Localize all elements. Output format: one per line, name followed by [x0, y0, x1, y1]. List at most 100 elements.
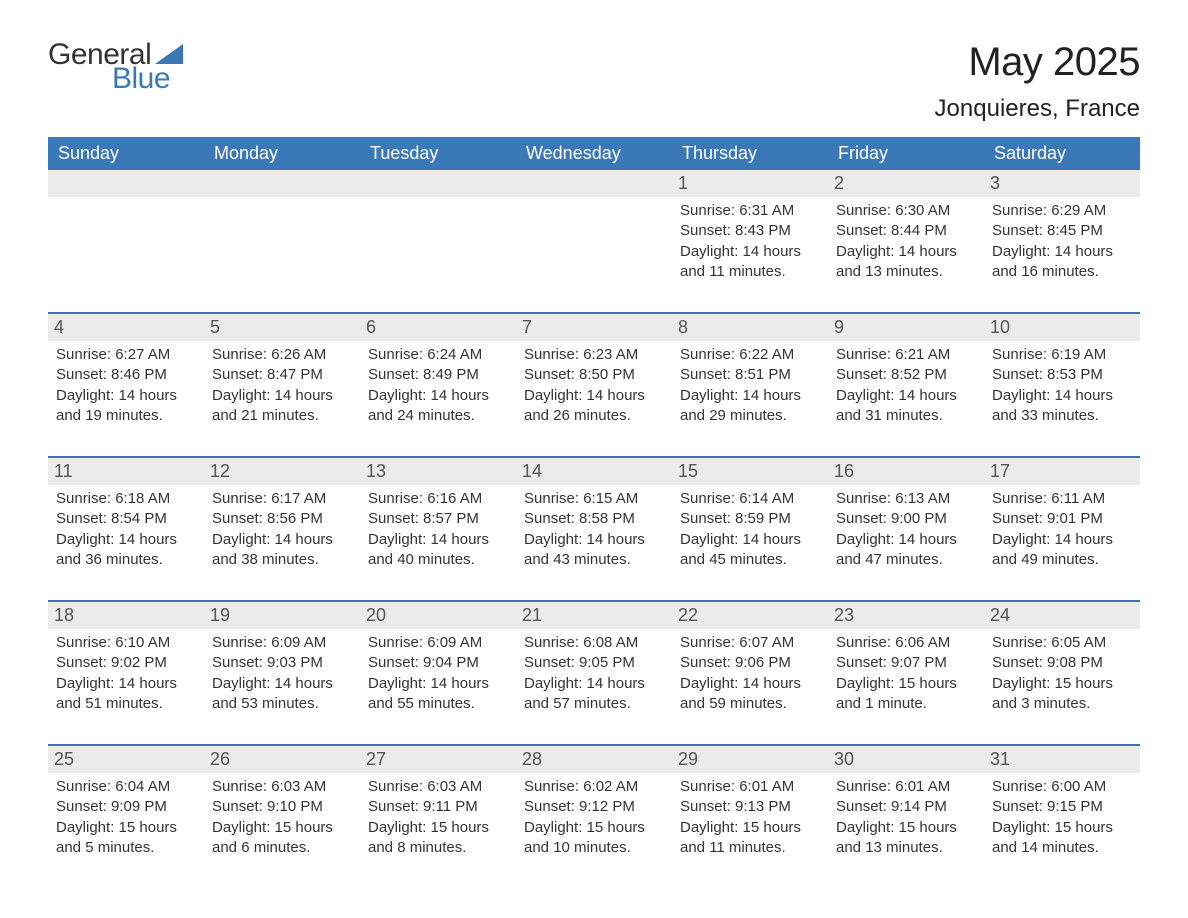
sunrise-text: Sunrise: 6:29 AM	[992, 201, 1134, 221]
day-details: Sunrise: 6:17 AMSunset: 8:56 PMDaylight:…	[210, 489, 354, 570]
day-details: Sunrise: 6:26 AMSunset: 8:47 PMDaylight:…	[210, 345, 354, 426]
location-label: Jonquieres, France	[935, 95, 1140, 123]
day-cell: 3Sunrise: 6:29 AMSunset: 8:45 PMDaylight…	[984, 170, 1140, 288]
day-number: 8	[672, 314, 828, 341]
week-row: 1 Sunrise: 6:31 AMSunset: 8:43 PMDaylight…	[48, 170, 1140, 288]
sunset-text: Sunset: 8:46 PM	[56, 365, 198, 385]
day-cell: 23Sunrise: 6:06 AMSunset: 9:07 PMDayligh…	[828, 602, 984, 720]
day-cell: 25Sunrise: 6:04 AMSunset: 9:09 PMDayligh…	[48, 746, 204, 864]
day-details: Sunrise: 6:30 AMSunset: 8:44 PMDaylight:…	[834, 201, 978, 282]
sunset-text: Sunset: 8:54 PM	[56, 509, 198, 529]
day-number: 29	[672, 746, 828, 773]
weekday-header: Friday	[828, 137, 984, 170]
sunrise-text: Sunrise: 6:00 AM	[992, 777, 1134, 797]
sunrise-text: Sunrise: 6:09 AM	[212, 633, 354, 653]
day-cell: 13Sunrise: 6:16 AMSunset: 8:57 PMDayligh…	[360, 458, 516, 576]
day-cell	[360, 170, 516, 288]
daylight-text: Daylight: 14 hours and 16 minutes.	[992, 242, 1134, 283]
day-details: Sunrise: 6:03 AMSunset: 9:11 PMDaylight:…	[366, 777, 510, 858]
day-details: Sunrise: 6:03 AMSunset: 9:10 PMDaylight:…	[210, 777, 354, 858]
sunrise-text: Sunrise: 6:07 AM	[680, 633, 822, 653]
daylight-text: Daylight: 14 hours and 49 minutes.	[992, 530, 1134, 571]
daylight-text: Daylight: 14 hours and 40 minutes.	[368, 530, 510, 571]
day-number: 2	[828, 170, 984, 197]
day-number: 20	[360, 602, 516, 629]
sunrise-text: Sunrise: 6:17 AM	[212, 489, 354, 509]
day-cell: 7Sunrise: 6:23 AMSunset: 8:50 PMDaylight…	[516, 314, 672, 432]
daylight-text: Daylight: 14 hours and 51 minutes.	[56, 674, 198, 715]
sunset-text: Sunset: 8:44 PM	[836, 221, 978, 241]
day-details: Sunrise: 6:10 AMSunset: 9:02 PMDaylight:…	[54, 633, 198, 714]
daylight-text: Daylight: 15 hours and 13 minutes.	[836, 818, 978, 859]
day-number	[360, 170, 516, 197]
day-details: Sunrise: 6:14 AMSunset: 8:59 PMDaylight:…	[678, 489, 822, 570]
sunrise-text: Sunrise: 6:10 AM	[56, 633, 198, 653]
day-cell	[516, 170, 672, 288]
day-number: 10	[984, 314, 1140, 341]
daylight-text: Daylight: 14 hours and 33 minutes.	[992, 386, 1134, 427]
sunrise-text: Sunrise: 6:23 AM	[524, 345, 666, 365]
day-cell: 27Sunrise: 6:03 AMSunset: 9:11 PMDayligh…	[360, 746, 516, 864]
day-number: 3	[984, 170, 1140, 197]
weekday-header: Monday	[204, 137, 360, 170]
sunrise-text: Sunrise: 6:21 AM	[836, 345, 978, 365]
sunrise-text: Sunrise: 6:24 AM	[368, 345, 510, 365]
sunset-text: Sunset: 8:53 PM	[992, 365, 1134, 385]
day-details: Sunrise: 6:00 AMSunset: 9:15 PMDaylight:…	[990, 777, 1134, 858]
day-details: Sunrise: 6:18 AMSunset: 8:54 PMDaylight:…	[54, 489, 198, 570]
day-details: Sunrise: 6:05 AMSunset: 9:08 PMDaylight:…	[990, 633, 1134, 714]
sunset-text: Sunset: 9:12 PM	[524, 797, 666, 817]
sunrise-text: Sunrise: 6:19 AM	[992, 345, 1134, 365]
daylight-text: Daylight: 14 hours and 45 minutes.	[680, 530, 822, 571]
daylight-text: Daylight: 14 hours and 31 minutes.	[836, 386, 978, 427]
day-cell: 20Sunrise: 6:09 AMSunset: 9:04 PMDayligh…	[360, 602, 516, 720]
day-details: Sunrise: 6:24 AMSunset: 8:49 PMDaylight:…	[366, 345, 510, 426]
weekday-header: Sunday	[48, 137, 204, 170]
day-number: 1	[672, 170, 828, 197]
day-cell: 12 Sunrise: 6:17 AMSunset: 8:56 PMDayligh…	[204, 458, 360, 576]
day-details: Sunrise: 6:23 AMSunset: 8:50 PMDaylight:…	[522, 345, 666, 426]
day-details: Sunrise: 6:15 AMSunset: 8:58 PMDaylight:…	[522, 489, 666, 570]
sunset-text: Sunset: 9:14 PM	[836, 797, 978, 817]
sunset-text: Sunset: 9:01 PM	[992, 509, 1134, 529]
day-details: Sunrise: 6:08 AMSunset: 9:05 PMDaylight:…	[522, 633, 666, 714]
day-cell: 16Sunrise: 6:13 AMSunset: 9:00 PMDayligh…	[828, 458, 984, 576]
day-cell: 14 Sunrise: 6:15 AMSunset: 8:58 PMDayligh…	[516, 458, 672, 576]
day-details: Sunrise: 6:31 AMSunset: 8:43 PMDaylight:…	[678, 201, 822, 282]
day-number: 30	[828, 746, 984, 773]
week-row: 11Sunrise: 6:18 AMSunset: 8:54 PMDayligh…	[48, 456, 1140, 576]
sunset-text: Sunset: 9:06 PM	[680, 653, 822, 673]
day-cell: 17Sunrise: 6:11 AMSunset: 9:01 PMDayligh…	[984, 458, 1140, 576]
sunrise-text: Sunrise: 6:09 AM	[368, 633, 510, 653]
day-number: 18	[48, 602, 204, 629]
day-cell: 28Sunrise: 6:02 AMSunset: 9:12 PMDayligh…	[516, 746, 672, 864]
sunset-text: Sunset: 9:03 PM	[212, 653, 354, 673]
day-number: 22	[672, 602, 828, 629]
calendar: Sunday Monday Tuesday Wednesday Thursday…	[48, 137, 1140, 864]
sunset-text: Sunset: 9:07 PM	[836, 653, 978, 673]
sunset-text: Sunset: 8:50 PM	[524, 365, 666, 385]
day-details: Sunrise: 6:02 AMSunset: 9:12 PMDaylight:…	[522, 777, 666, 858]
sunset-text: Sunset: 8:47 PM	[212, 365, 354, 385]
day-number: 14	[516, 458, 672, 485]
sunrise-text: Sunrise: 6:22 AM	[680, 345, 822, 365]
sunrise-text: Sunrise: 6:18 AM	[56, 489, 198, 509]
day-number: 12	[204, 458, 360, 485]
daylight-text: Daylight: 14 hours and 21 minutes.	[212, 386, 354, 427]
daylight-text: Daylight: 15 hours and 3 minutes.	[992, 674, 1134, 715]
sunrise-text: Sunrise: 6:13 AM	[836, 489, 978, 509]
day-cell: 6Sunrise: 6:24 AMSunset: 8:49 PMDaylight…	[360, 314, 516, 432]
sunrise-text: Sunrise: 6:15 AM	[524, 489, 666, 509]
sunrise-text: Sunrise: 6:01 AM	[680, 777, 822, 797]
day-cell: 2 Sunrise: 6:30 AMSunset: 8:44 PMDaylight…	[828, 170, 984, 288]
sunrise-text: Sunrise: 6:06 AM	[836, 633, 978, 653]
day-cell: 15Sunrise: 6:14 AMSunset: 8:59 PMDayligh…	[672, 458, 828, 576]
day-details: Sunrise: 6:19 AMSunset: 8:53 PMDaylight:…	[990, 345, 1134, 426]
sunset-text: Sunset: 9:09 PM	[56, 797, 198, 817]
day-details: Sunrise: 6:11 AMSunset: 9:01 PMDaylight:…	[990, 489, 1134, 570]
daylight-text: Daylight: 14 hours and 36 minutes.	[56, 530, 198, 571]
daylight-text: Daylight: 14 hours and 26 minutes.	[524, 386, 666, 427]
page-title: May 2025	[935, 40, 1140, 85]
day-number: 9	[828, 314, 984, 341]
title-block: May 2025 Jonquieres, France	[935, 40, 1140, 123]
